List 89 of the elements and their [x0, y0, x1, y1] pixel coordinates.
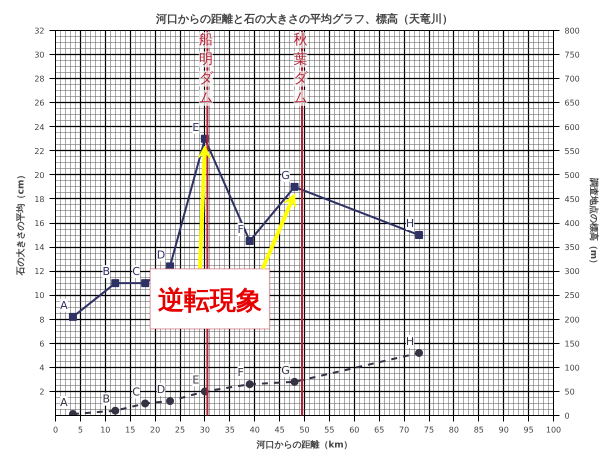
point	[246, 237, 254, 246]
data-label: G	[281, 168, 290, 182]
point	[290, 182, 299, 191]
x-tick-label: 40	[250, 426, 260, 434]
data-label: F	[238, 366, 244, 380]
data-label: D	[156, 248, 166, 262]
y-tick-label: 2	[39, 387, 45, 396]
x-tick-label: 90	[498, 426, 509, 434]
y2-tick-label: 200	[564, 315, 580, 324]
y2-tick-label: 800	[564, 26, 580, 36]
y-tick-label: 30	[34, 50, 45, 60]
y-tick-label: 28	[34, 74, 45, 84]
point	[141, 279, 150, 288]
point	[141, 399, 150, 408]
point	[166, 397, 174, 406]
data-label: H	[406, 217, 414, 230]
y2-tick-label: 50	[564, 387, 575, 396]
x-tick-label: 100	[546, 426, 562, 434]
data-label: H	[406, 334, 414, 348]
ref-line-label: 秋葉ダム	[294, 32, 309, 106]
y2-tick-label: 400	[564, 219, 580, 228]
x-tick-label: 65	[374, 426, 384, 434]
x-tick-label: 10	[100, 426, 110, 434]
x-tick-label: 30	[200, 426, 210, 434]
y2-tick-label: 550	[564, 146, 580, 156]
x-tick-label: 80	[448, 426, 459, 434]
y-tick-label: 32	[34, 26, 45, 36]
x-tick-label: 0	[52, 426, 58, 434]
annotation: 逆転現象	[158, 286, 262, 316]
y2-tick-label: 500	[564, 170, 580, 180]
x-tick-label: 50	[299, 426, 310, 434]
data-label: F	[238, 223, 244, 236]
data-label: B	[102, 265, 110, 278]
y2-tick-label: 250	[564, 291, 580, 300]
y2-tick-label: 150	[564, 339, 580, 348]
y2-tick-label: 100	[564, 363, 580, 372]
point	[290, 378, 299, 386]
data-label: A	[60, 396, 68, 410]
point	[111, 406, 120, 415]
x-tick-label: 20	[150, 426, 160, 434]
x-tick-label: 55	[324, 426, 334, 434]
x-tick-label: 15	[125, 426, 136, 434]
y-tick-label: 12	[34, 267, 45, 276]
point	[68, 312, 77, 321]
y2-tick-label: 350	[564, 243, 580, 252]
data-label: B	[102, 392, 110, 406]
x-tick-label: 45	[274, 426, 285, 434]
y2-tick-label: 300	[564, 267, 580, 276]
y-tick-label: 16	[34, 219, 45, 228]
data-label: C	[132, 265, 140, 278]
data-label: G	[281, 364, 290, 377]
y-tick-label: 10	[34, 291, 45, 300]
y-tick-label: 14	[34, 243, 45, 252]
data-label: E	[192, 120, 200, 134]
x-tick-label: 95	[524, 426, 534, 434]
x-axis-title: 河口からの距離（km）	[255, 440, 353, 450]
y-tick-label: 26	[34, 98, 45, 108]
data-label: C	[132, 385, 140, 398]
y-tick-label: 20	[34, 170, 45, 180]
y-axis-title: 石の大きさの平均（cm）	[15, 170, 26, 276]
y2-tick-label: 600	[564, 122, 580, 132]
chart-title: 河口からの距離と石の大きさの平均グラフ、標高（天竜川）	[155, 12, 453, 26]
y2-axis-title: 調査地点の標高（m）	[588, 176, 599, 268]
x-tick-label: 60	[349, 426, 360, 434]
y-tick-label: 8	[39, 315, 45, 324]
point	[111, 279, 120, 288]
x-tick-label: 75	[424, 426, 434, 434]
point	[415, 231, 424, 240]
x-tick-label: 25	[174, 426, 186, 434]
y-tick-label: 4	[39, 363, 45, 372]
y-tick-label: 18	[34, 194, 45, 204]
point	[246, 380, 254, 388]
y2-tick-label: 0	[564, 412, 570, 420]
y2-tick-label: 650	[564, 98, 580, 108]
data-label: E	[192, 373, 200, 386]
y-tick-label: 6	[39, 339, 45, 348]
point	[415, 348, 424, 357]
y2-tick-label: 750	[564, 50, 580, 60]
x-tick-label: 85	[474, 426, 484, 434]
x-tick-label: 35	[224, 426, 235, 434]
data-label: A	[60, 298, 68, 312]
y2-tick-label: 450	[564, 194, 580, 204]
x-tick-label: 5	[78, 426, 83, 434]
x-tick-label: 70	[399, 426, 410, 434]
data-label: D	[156, 383, 166, 396]
ref-line-label: 船明ダム	[198, 32, 214, 106]
y2-tick-label: 700	[564, 74, 580, 84]
y-tick-label: 22	[34, 146, 45, 156]
y-tick-label: 24	[34, 122, 45, 132]
